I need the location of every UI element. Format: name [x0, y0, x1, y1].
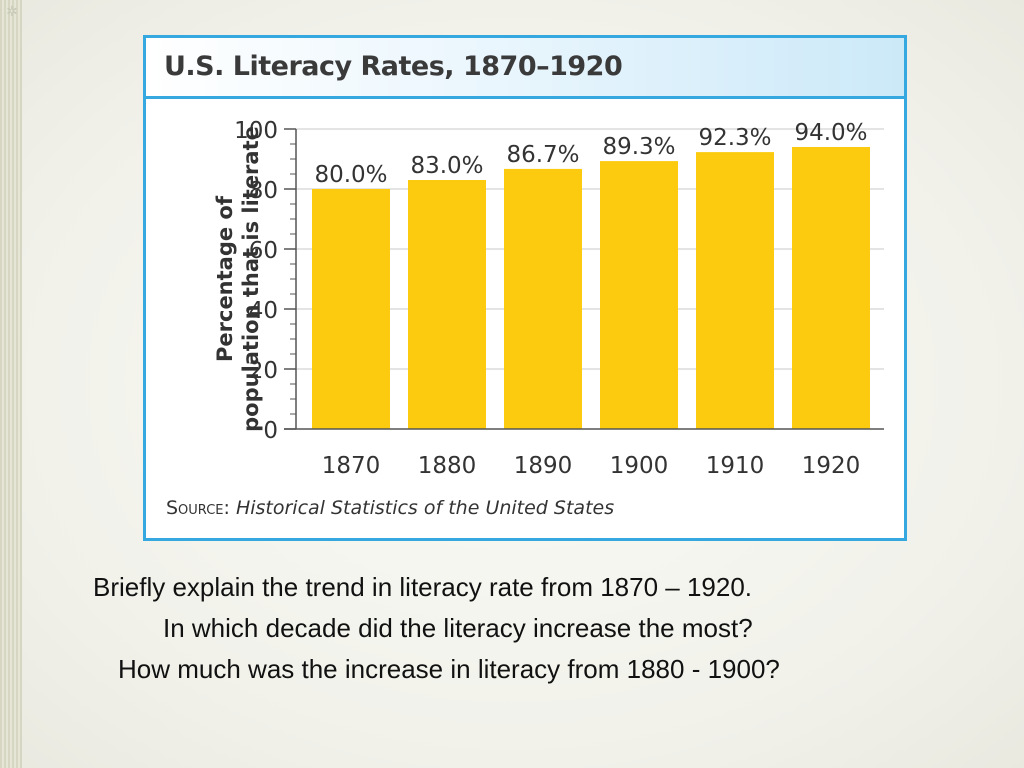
x-tick-label-1900: 1900 — [610, 453, 669, 479]
data-label-1870: 80.0% — [314, 162, 387, 188]
bar-1910 — [696, 152, 774, 429]
question-1: Briefly explain the trend in literacy ra… — [93, 572, 753, 602]
question-2: In which decade did the literacy increas… — [163, 613, 753, 643]
x-tick-label-1910: 1910 — [706, 453, 765, 479]
question-3: How much was the increase in literacy fr… — [118, 654, 780, 684]
y-tick-label: 60 — [249, 238, 278, 264]
y-tick-label: 100 — [234, 118, 278, 144]
y-axis-label: Percentage ofpopulation that is literate — [213, 126, 263, 432]
data-label-1910: 92.3% — [698, 125, 771, 151]
data-label-1890: 86.7% — [506, 142, 579, 168]
y-tick-label: 40 — [249, 298, 278, 324]
source-text: Historical Statistics of the United Stat… — [236, 497, 614, 519]
chart-title-band: U.S. Literacy Rates, 1870–1920 — [146, 38, 904, 99]
x-tick-label-1890: 1890 — [514, 453, 573, 479]
y-tick-label: 0 — [263, 418, 278, 444]
y-tick-label: 20 — [249, 358, 278, 384]
bar-1890 — [504, 168, 582, 429]
x-tick-label-1920: 1920 — [802, 453, 861, 479]
bar-1880 — [408, 180, 486, 429]
bar-1870 — [312, 189, 390, 429]
source-label: Source: — [166, 497, 236, 519]
x-tick-label-1880: 1880 — [418, 453, 477, 479]
chart-title: U.S. Literacy Rates, 1870–1920 — [164, 51, 623, 82]
corner-star-icon: ✲ — [6, 4, 18, 20]
bar-1920 — [792, 147, 870, 429]
x-tick-label-1870: 1870 — [322, 453, 381, 479]
decorative-side-strip — [0, 0, 22, 768]
data-label-1920: 94.0% — [794, 120, 867, 146]
bar-chart: 0 20 40 60 80 100 80.0% 1870 83.0% 1880 86.7% 1890 8… — [166, 118, 884, 519]
data-label-1900: 89.3% — [602, 134, 675, 160]
data-label-1880: 83.0% — [410, 153, 483, 179]
chart-figure: U.S. Literacy Rates, 1870–1920 0 20 40 60 80… — [143, 35, 907, 541]
source-note: Source: Historical Statistics of the Uni… — [166, 497, 614, 519]
bar-1900 — [600, 161, 678, 429]
y-axis-label-line: population that is literate — [239, 126, 263, 432]
y-tick-label: 80 — [249, 178, 278, 204]
y-axis-label-line: Percentage of — [213, 195, 237, 362]
